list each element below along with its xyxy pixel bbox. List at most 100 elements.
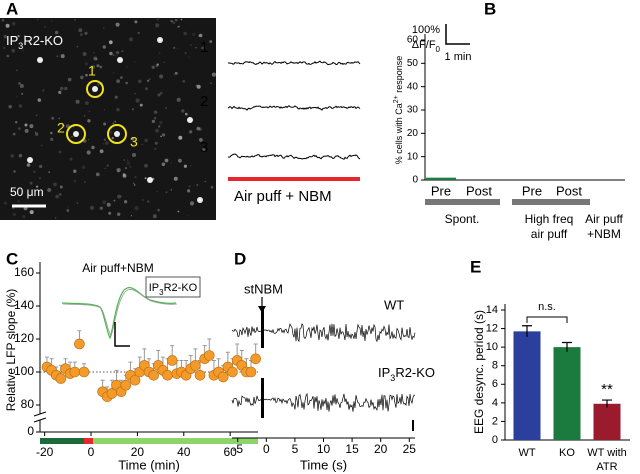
texture bbox=[93, 56, 98, 61]
texture bbox=[85, 101, 89, 105]
texture bbox=[134, 93, 136, 95]
point bbox=[203, 350, 215, 361]
texture bbox=[141, 199, 144, 201]
texture bbox=[131, 108, 134, 111]
axis-label: Relative LFP slope (%) bbox=[4, 289, 18, 412]
texture bbox=[3, 34, 7, 39]
texture bbox=[173, 46, 176, 50]
texture bbox=[182, 79, 186, 83]
texture bbox=[202, 148, 206, 152]
texture bbox=[105, 130, 107, 132]
y-tick-label: 10 bbox=[486, 341, 498, 353]
y-tick-label: 2 bbox=[492, 415, 498, 427]
point bbox=[194, 369, 206, 381]
texture bbox=[160, 135, 162, 138]
texture bbox=[85, 73, 88, 77]
texture bbox=[12, 212, 16, 216]
texture bbox=[117, 212, 121, 216]
texture bbox=[195, 84, 199, 88]
trace-label: WT bbox=[384, 297, 404, 312]
point bbox=[250, 353, 261, 365]
texture bbox=[99, 149, 104, 154]
texture bbox=[178, 25, 180, 28]
texture bbox=[187, 189, 191, 193]
y-tick-label: 20 bbox=[407, 128, 419, 139]
texture bbox=[35, 114, 38, 117]
x-tick-label: -20 bbox=[36, 445, 54, 459]
texture bbox=[12, 132, 16, 136]
texture bbox=[24, 123, 28, 127]
y-tick-label: 6 bbox=[492, 378, 498, 390]
cell-body bbox=[37, 57, 43, 63]
texture bbox=[113, 199, 116, 202]
texture bbox=[18, 104, 23, 108]
point bbox=[55, 373, 67, 384]
texture bbox=[181, 109, 185, 113]
texture bbox=[124, 167, 127, 170]
stimulus-artifact bbox=[261, 378, 264, 418]
texture bbox=[91, 65, 96, 69]
texture bbox=[71, 136, 73, 138]
y-tick-label: 12 bbox=[486, 322, 498, 334]
texture bbox=[3, 201, 7, 205]
stimulus-artifact bbox=[261, 308, 264, 348]
texture bbox=[21, 93, 23, 95]
panel-label: E bbox=[470, 257, 481, 276]
texture bbox=[174, 71, 178, 75]
texture bbox=[161, 133, 166, 137]
text-part: R2-KO bbox=[395, 365, 435, 380]
x-tick-label: 40 bbox=[177, 445, 191, 459]
texture bbox=[59, 185, 63, 189]
texture bbox=[81, 165, 86, 169]
texture bbox=[53, 182, 57, 187]
texture bbox=[157, 208, 160, 212]
texture bbox=[86, 150, 91, 155]
x-tick-label: 15 bbox=[345, 442, 359, 456]
texture bbox=[36, 185, 39, 188]
texture bbox=[17, 200, 20, 203]
texture bbox=[185, 112, 188, 116]
texture bbox=[12, 22, 16, 26]
texture bbox=[12, 207, 15, 210]
point bbox=[166, 355, 178, 366]
texture bbox=[84, 62, 89, 66]
stimulus-label: stNBM bbox=[244, 281, 283, 296]
calcium-trace bbox=[227, 153, 361, 160]
texture bbox=[116, 108, 120, 112]
texture bbox=[190, 165, 192, 167]
texture bbox=[8, 105, 12, 109]
texture bbox=[154, 147, 157, 151]
text-part: 3 bbox=[390, 373, 395, 383]
y-tick-label: 8 bbox=[492, 360, 498, 372]
texture bbox=[119, 195, 122, 198]
texture bbox=[134, 176, 137, 179]
texture bbox=[145, 87, 148, 91]
texture bbox=[137, 31, 140, 35]
texture bbox=[189, 130, 193, 134]
text-part: IP bbox=[378, 365, 390, 380]
axis-break bbox=[33, 411, 47, 423]
texture bbox=[159, 120, 163, 125]
text-part: 0 bbox=[436, 45, 441, 54]
texture bbox=[176, 97, 181, 102]
texture bbox=[39, 164, 43, 169]
texture bbox=[82, 52, 87, 56]
error-bar bbox=[562, 341, 572, 352]
texture bbox=[188, 56, 190, 58]
point bbox=[217, 371, 229, 383]
texture bbox=[123, 159, 125, 161]
panel-label: C bbox=[6, 249, 18, 268]
texture bbox=[151, 65, 155, 70]
texture bbox=[60, 54, 65, 59]
y-tick-label: 0 bbox=[492, 434, 498, 446]
texture bbox=[172, 21, 176, 25]
texture bbox=[109, 131, 113, 134]
texture bbox=[198, 127, 202, 131]
texture bbox=[50, 137, 54, 141]
texture bbox=[93, 52, 95, 54]
texture bbox=[149, 78, 151, 80]
texture bbox=[80, 75, 84, 80]
texture bbox=[10, 154, 14, 158]
text-part: 2+ bbox=[393, 95, 400, 103]
texture bbox=[115, 50, 120, 55]
